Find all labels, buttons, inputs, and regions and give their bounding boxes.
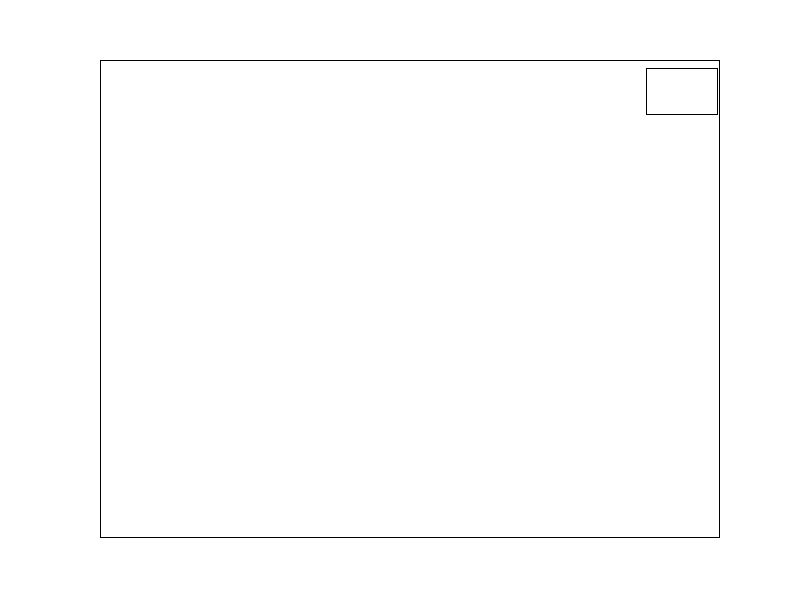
legend [646, 68, 718, 115]
plot-area [100, 60, 720, 538]
plot-frame [100, 60, 720, 538]
